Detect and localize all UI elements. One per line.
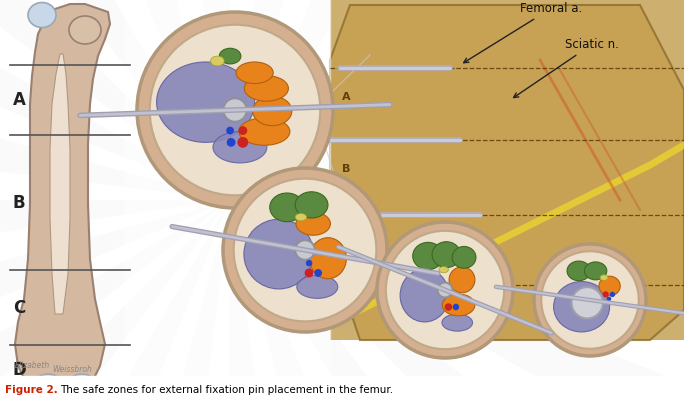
- Wedge shape: [230, 200, 629, 404]
- Wedge shape: [230, 200, 538, 404]
- Polygon shape: [330, 5, 684, 340]
- Text: Figure 2.: Figure 2.: [5, 385, 57, 395]
- Ellipse shape: [443, 294, 475, 316]
- Circle shape: [609, 292, 615, 297]
- Wedge shape: [0, 0, 230, 200]
- Ellipse shape: [295, 192, 328, 218]
- Ellipse shape: [69, 16, 101, 44]
- Wedge shape: [0, 200, 230, 404]
- Circle shape: [150, 25, 320, 195]
- Wedge shape: [230, 4, 684, 200]
- Polygon shape: [50, 54, 70, 314]
- Circle shape: [306, 260, 313, 266]
- Polygon shape: [15, 4, 110, 399]
- Text: B: B: [13, 194, 25, 212]
- Ellipse shape: [442, 314, 473, 331]
- Circle shape: [445, 303, 452, 311]
- Wedge shape: [230, 130, 684, 200]
- Circle shape: [223, 98, 247, 122]
- Wedge shape: [230, 0, 663, 200]
- Text: Sciatic n.: Sciatic n.: [514, 38, 619, 98]
- Wedge shape: [230, 200, 684, 404]
- Circle shape: [386, 231, 504, 349]
- Wedge shape: [230, 200, 425, 404]
- Wedge shape: [0, 200, 230, 404]
- Circle shape: [534, 244, 646, 356]
- Text: C: C: [13, 299, 25, 317]
- Text: D: D: [342, 309, 352, 319]
- Text: D: D: [13, 361, 27, 379]
- Ellipse shape: [400, 269, 449, 322]
- Circle shape: [295, 240, 315, 260]
- Ellipse shape: [297, 276, 338, 299]
- Text: C: C: [342, 239, 350, 249]
- Ellipse shape: [449, 267, 475, 293]
- Ellipse shape: [68, 374, 96, 396]
- Ellipse shape: [239, 118, 290, 145]
- Circle shape: [239, 126, 247, 135]
- Ellipse shape: [432, 242, 460, 267]
- Wedge shape: [230, 200, 684, 329]
- Circle shape: [226, 127, 234, 135]
- Ellipse shape: [220, 48, 241, 64]
- Circle shape: [572, 287, 603, 318]
- Text: A: A: [13, 91, 26, 109]
- Text: Elizabeth: Elizabeth: [15, 361, 50, 370]
- Text: A: A: [342, 92, 351, 102]
- Ellipse shape: [600, 275, 608, 280]
- Wedge shape: [35, 0, 230, 200]
- Ellipse shape: [244, 219, 313, 289]
- Wedge shape: [0, 71, 230, 200]
- Ellipse shape: [553, 282, 609, 332]
- Circle shape: [377, 222, 513, 358]
- Circle shape: [453, 304, 459, 310]
- Wedge shape: [230, 0, 480, 200]
- Circle shape: [438, 282, 453, 297]
- Ellipse shape: [269, 193, 304, 222]
- Circle shape: [607, 297, 611, 301]
- Ellipse shape: [412, 242, 443, 269]
- Ellipse shape: [157, 62, 254, 142]
- Ellipse shape: [34, 374, 62, 396]
- Ellipse shape: [236, 62, 273, 84]
- Wedge shape: [0, 200, 230, 269]
- Wedge shape: [230, 0, 359, 200]
- Ellipse shape: [295, 213, 306, 221]
- Ellipse shape: [567, 261, 590, 281]
- Ellipse shape: [584, 262, 607, 280]
- Circle shape: [304, 268, 313, 278]
- Text: The safe zones for external fixation pin placement in the femur.: The safe zones for external fixation pin…: [60, 385, 393, 395]
- Ellipse shape: [244, 76, 289, 101]
- Wedge shape: [230, 0, 583, 200]
- Ellipse shape: [452, 246, 476, 268]
- Wedge shape: [0, 200, 230, 404]
- Ellipse shape: [211, 56, 224, 66]
- Circle shape: [541, 251, 639, 349]
- Ellipse shape: [28, 2, 56, 27]
- Text: Femoral a.: Femoral a.: [464, 2, 582, 63]
- Ellipse shape: [439, 267, 449, 273]
- Wedge shape: [230, 200, 300, 404]
- Ellipse shape: [213, 132, 267, 163]
- Wedge shape: [0, 0, 230, 200]
- Circle shape: [237, 137, 248, 148]
- Text: B: B: [342, 164, 350, 174]
- Ellipse shape: [309, 238, 346, 279]
- Ellipse shape: [252, 96, 292, 126]
- Wedge shape: [161, 0, 230, 200]
- Wedge shape: [101, 200, 230, 404]
- Circle shape: [603, 291, 609, 297]
- Wedge shape: [0, 200, 230, 396]
- Text: Weissbroh: Weissbroh: [52, 365, 92, 374]
- Circle shape: [226, 138, 235, 147]
- Circle shape: [314, 269, 322, 277]
- Circle shape: [137, 12, 333, 208]
- Circle shape: [234, 179, 376, 321]
- Wedge shape: [0, 0, 230, 200]
- Ellipse shape: [599, 276, 620, 296]
- Polygon shape: [330, 0, 684, 340]
- Circle shape: [223, 168, 387, 332]
- Ellipse shape: [296, 212, 330, 235]
